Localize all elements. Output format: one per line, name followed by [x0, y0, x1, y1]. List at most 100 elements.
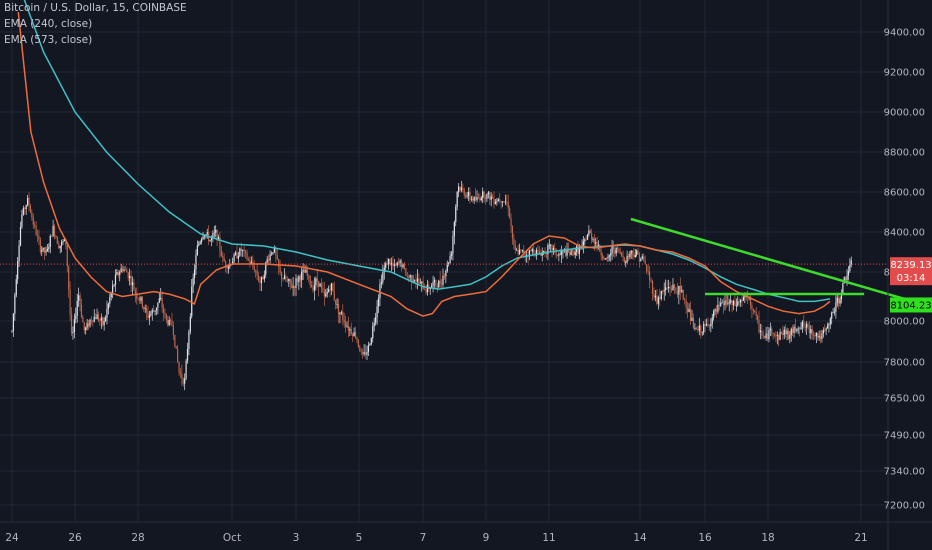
- candle-body: [112, 285, 114, 293]
- time-axis[interactable]: 24 26 28 Oct 3 5 7 9 11 14 16 18 21: [0, 521, 932, 544]
- candle-body: [435, 280, 437, 286]
- candle-body: [654, 295, 657, 298]
- candle-body: [479, 197, 481, 201]
- candle-body: [484, 198, 487, 199]
- candle-body: [701, 332, 703, 334]
- candle-body: [521, 249, 523, 251]
- candle-body: [607, 256, 609, 259]
- candle-body: [164, 312, 166, 315]
- candle-body: [448, 262, 450, 264]
- candle-body: [771, 328, 773, 333]
- candle-body: [121, 268, 124, 271]
- candle-body: [227, 266, 229, 269]
- candle-body: [28, 197, 30, 207]
- candle-body: [49, 235, 51, 247]
- candle-body: [741, 299, 743, 301]
- candle-body: [216, 230, 218, 241]
- candle-body: [626, 255, 628, 263]
- candle-body: [161, 298, 163, 308]
- candle-body: [144, 308, 146, 310]
- symbol-title[interactable]: Bitcoin / U.S. Dollar, 15, COINBASE: [4, 2, 187, 14]
- candle-body: [416, 278, 418, 282]
- last-price-label-bg: [890, 257, 932, 286]
- candle-body: [137, 298, 139, 299]
- candle-body: [666, 287, 668, 289]
- candle-body: [89, 319, 91, 327]
- trendline-descending[interactable]: [630, 217, 932, 309]
- candle-body: [345, 322, 347, 327]
- time-tick-label: 16: [698, 532, 712, 544]
- candle-body: [782, 332, 784, 335]
- candle-body: [363, 351, 365, 355]
- candle-body: [778, 335, 780, 340]
- candle-body: [759, 330, 762, 333]
- candle-body: [127, 272, 129, 279]
- candle-body: [269, 254, 271, 261]
- candle-body: [825, 328, 827, 331]
- candle-body: [266, 259, 268, 263]
- candle-body: [530, 250, 532, 252]
- candle-body: [511, 226, 514, 239]
- candle-body: [236, 252, 238, 259]
- candle-body: [648, 271, 651, 281]
- candle-body: [457, 186, 460, 192]
- candle-body: [275, 248, 277, 256]
- candle-body: [418, 278, 420, 284]
- candle-body: [710, 323, 712, 327]
- candle-body: [466, 195, 468, 197]
- candle-body: [44, 247, 46, 253]
- ema-240-legend[interactable]: EMA (240, close): [4, 18, 93, 30]
- candle-body: [45, 250, 47, 253]
- candle-body: [18, 245, 20, 262]
- candle-body: [476, 197, 478, 201]
- candle-body: [614, 250, 616, 254]
- candle-body: [247, 259, 250, 261]
- candle-body: [185, 360, 187, 379]
- candle-body: [518, 249, 521, 255]
- candle-body: [350, 329, 352, 334]
- candle-body: [842, 283, 844, 296]
- candle-body: [309, 276, 311, 286]
- candle-body: [483, 191, 485, 199]
- candle-body: [724, 300, 726, 306]
- candle-body: [452, 236, 454, 254]
- candle-body: [799, 328, 801, 330]
- candle-body: [812, 334, 815, 336]
- candle-body: [520, 249, 522, 251]
- candle-body: [713, 311, 715, 318]
- candle-body: [293, 286, 296, 288]
- candle-body: [528, 250, 531, 257]
- candle-body: [388, 258, 390, 265]
- candle-body: [636, 250, 638, 255]
- candle-body: [310, 285, 313, 288]
- price-tick-label: 7340.00: [884, 467, 925, 478]
- candle-body: [22, 208, 24, 215]
- candle-body: [570, 250, 572, 255]
- candle-body: [768, 330, 770, 340]
- candle-body: [600, 251, 602, 256]
- candle-body: [489, 192, 491, 200]
- candle-body: [382, 271, 384, 283]
- candle-body: [70, 314, 73, 334]
- candle-body: [845, 277, 847, 281]
- ema-573-legend[interactable]: EMA (573, close): [4, 34, 93, 46]
- ema-240-line: [17, 11, 831, 317]
- candle-body: [531, 249, 533, 252]
- candle-body: [725, 300, 728, 304]
- candle-body: [93, 316, 95, 322]
- candle-body: [146, 308, 148, 313]
- candle-body: [704, 323, 706, 326]
- candle-body: [742, 297, 745, 301]
- candle-body: [123, 269, 125, 271]
- candle-body: [337, 304, 340, 315]
- candle-body: [191, 286, 193, 317]
- candle-body: [48, 246, 50, 249]
- candle-body: [136, 293, 138, 299]
- candle-body: [272, 252, 274, 254]
- candle-body: [110, 292, 112, 298]
- candle-body: [794, 326, 797, 332]
- candle-body: [42, 247, 44, 251]
- candle-body: [731, 300, 733, 306]
